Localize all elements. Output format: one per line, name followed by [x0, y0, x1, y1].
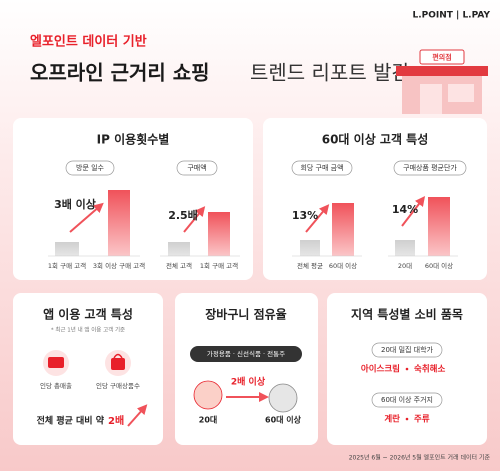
bar	[168, 242, 190, 256]
bar	[332, 203, 354, 256]
highlight: 2배	[108, 414, 124, 427]
bar	[55, 242, 79, 256]
item: 숙취해소	[414, 364, 445, 375]
pill-label: 가정용품 · 신선식품 · 전통주	[207, 349, 285, 358]
bar-label: 60대 이상	[425, 261, 453, 270]
store-door	[420, 84, 442, 114]
panel-title: 앱 이용 고객 특성	[43, 307, 133, 322]
callout: 13%	[292, 209, 318, 222]
callout: 2.5배	[168, 208, 198, 222]
callout: 2배 이상	[231, 376, 266, 388]
pill	[371, 342, 443, 358]
pill	[176, 160, 218, 176]
bar	[208, 212, 230, 256]
panel-title: IP 이용횟수별	[97, 132, 170, 147]
bar	[300, 240, 320, 256]
store-sign: 편의점	[432, 53, 451, 62]
from-label: 20대	[199, 415, 218, 425]
title-bold: 오프라인 근거리 쇼핑	[30, 61, 210, 85]
bar	[395, 240, 415, 256]
bar-label: 1회 구매 고객	[200, 261, 238, 270]
pill-label: 방문 일수	[76, 163, 105, 172]
panel	[13, 293, 163, 445]
pill	[190, 346, 302, 362]
arrow	[305, 204, 330, 233]
pill	[393, 160, 467, 176]
item: 주류	[414, 415, 430, 425]
bar	[428, 197, 450, 256]
store-illustration: 편의점	[396, 49, 488, 114]
bar	[108, 190, 130, 256]
pill-label: 20대 밀집 대학가	[381, 345, 434, 354]
item: 계란	[384, 414, 400, 425]
pill-label: 구매액	[187, 164, 206, 172]
arrow	[127, 404, 148, 427]
arrow	[183, 206, 206, 233]
item-label: 인당 구매상품수	[96, 381, 140, 390]
arrow	[401, 196, 426, 227]
panel-title: 60대 이상 고객 특성	[322, 132, 429, 147]
bar-label: 3회 이상 구매 고객	[93, 261, 145, 270]
pill-label: 60대 이상 주거지	[381, 395, 433, 404]
face	[193, 380, 223, 410]
kicker: 엘포인트 데이터 기반	[30, 34, 147, 50]
panel-title: 장바구니 점유율	[205, 307, 286, 322]
bar-label: 1회 구매 고객	[48, 261, 86, 270]
arrow	[69, 202, 104, 233]
pill-label: 구매상품 평균단가	[403, 163, 457, 172]
bar-label: 20대	[398, 262, 412, 270]
pill-label: 회당 구매 금액	[300, 163, 343, 172]
callout: 3배 이상	[54, 197, 96, 211]
panel	[13, 118, 253, 280]
store-sign-board	[419, 49, 465, 65]
panel-title: 지역 특성별 소비 품목	[351, 307, 463, 322]
icon-glyph	[48, 357, 64, 368]
logo: L.POINT | L.PAY	[412, 11, 490, 21]
bar-label: 60대 이상	[329, 261, 357, 270]
pill	[65, 160, 115, 176]
item: 아이스크림	[361, 364, 400, 375]
separator	[405, 367, 409, 371]
to-label: 60대 이상	[265, 415, 302, 425]
note: * 최근 1년 내 앱 이용 고객 기준	[51, 326, 125, 334]
title-rest: 트렌드 리포트 발간	[250, 61, 410, 85]
summary: 전체 평균 대비 약	[37, 415, 105, 427]
icon-glyph	[111, 358, 125, 370]
bar-label: 전체 평균	[297, 261, 323, 270]
pill	[291, 160, 353, 176]
icon-glyph	[113, 353, 123, 359]
separator	[405, 417, 409, 421]
footer: 2025년 6월 ~ 2026년 5월 엘포인트 거래 데이터 기준	[349, 454, 491, 462]
face	[268, 383, 298, 413]
callout: 14%	[392, 203, 418, 216]
pill	[371, 392, 443, 408]
store-awning	[396, 66, 488, 76]
bar-label: 전체 고객	[166, 261, 192, 270]
store-window	[448, 84, 474, 102]
item-label: 인당 총매출	[40, 381, 72, 390]
